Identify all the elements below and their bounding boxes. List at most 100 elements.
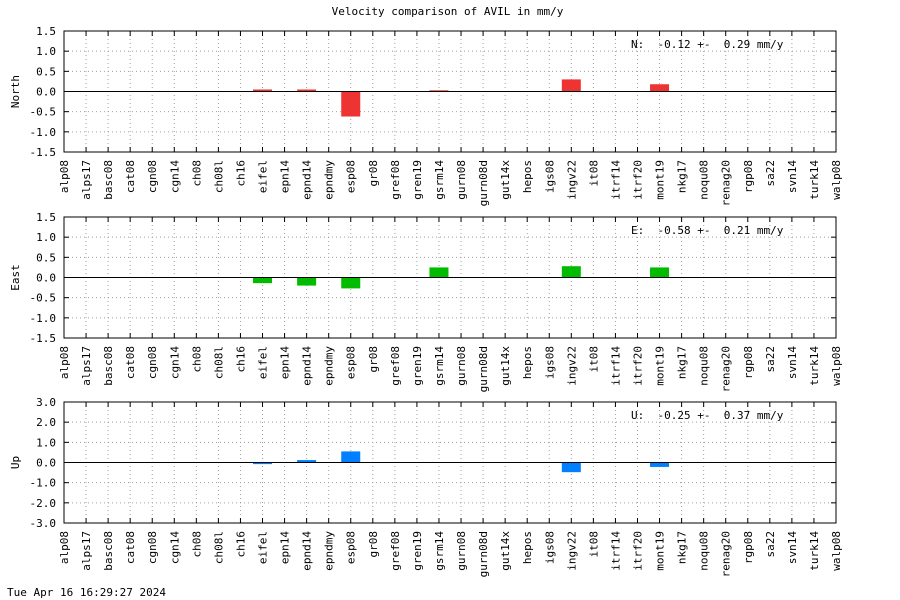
x-tick-label: ingv22 [565, 160, 578, 200]
x-tick-label: noqu08 [698, 346, 711, 386]
x-tick-label: itrf14 [609, 160, 622, 200]
x-tick-label: epndmy [323, 160, 336, 200]
x-tick-label: hepos [521, 160, 534, 193]
x-tick-label: gren19 [411, 531, 424, 571]
y-tick-label: 0.5 [36, 65, 56, 78]
y-tick-label: -0.5 [30, 106, 57, 119]
x-tick-label: gurn08d [477, 160, 490, 206]
x-tick-label: turk14 [808, 346, 821, 386]
x-tick-label: basc08 [102, 346, 115, 386]
stats-annotation: U: -0.25 +- 0.37 mm/y [631, 409, 784, 422]
x-tick-label: gurn08 [455, 160, 468, 200]
x-tick-label: it08 [587, 531, 600, 558]
y-axis-label: East [9, 264, 22, 291]
x-tick-label: epnd14 [301, 531, 314, 571]
x-tick-label: walp08 [830, 346, 843, 386]
x-tick-label: itrf20 [631, 346, 644, 386]
bar-esp08 [341, 91, 361, 117]
x-tick-label: hepos [521, 531, 534, 564]
x-tick-label: gurn08 [455, 531, 468, 571]
bar-mont19 [650, 267, 670, 278]
bar-epnd14 [297, 89, 317, 92]
x-tick-label: ch08 [190, 346, 203, 373]
x-tick-label: sa22 [764, 531, 777, 558]
x-tick-label: renag20 [720, 160, 733, 206]
x-tick-label: esp08 [345, 160, 358, 193]
y-tick-label: -1.0 [30, 312, 57, 325]
x-tick-label: alps17 [80, 160, 93, 200]
x-tick-label: mont19 [654, 531, 667, 571]
y-tick-label: 0.0 [36, 272, 56, 285]
x-tick-label: svn14 [786, 160, 799, 193]
bar-eifel [253, 89, 273, 92]
x-tick-label: renag20 [720, 346, 733, 392]
y-axis-label: Up [9, 456, 22, 469]
x-tick-label: ch16 [234, 531, 247, 558]
x-tick-label: alp08 [58, 346, 71, 379]
x-tick-label: epndmy [323, 531, 336, 571]
x-tick-label: itrf20 [631, 531, 644, 571]
x-tick-label: itrf14 [609, 346, 622, 386]
x-tick-label: gsrm14 [433, 531, 446, 571]
x-tick-label: gurn08 [455, 346, 468, 386]
stats-annotation: E: -0.58 +- 0.21 mm/y [631, 224, 784, 237]
page-title: Velocity comparison of AVIL in mm/y [331, 5, 564, 18]
x-tick-label: eifel [257, 531, 270, 564]
y-tick-label: 1.0 [36, 436, 56, 449]
x-tick-label: basc08 [102, 160, 115, 200]
bar-ingv22 [561, 462, 581, 473]
bar-mont19 [650, 462, 670, 467]
x-tick-label: cgn14 [168, 346, 181, 379]
x-tick-label: hepos [521, 346, 534, 379]
y-tick-label: 0.0 [36, 86, 56, 99]
x-tick-label: basc08 [102, 531, 115, 571]
x-tick-label: cgn08 [146, 346, 159, 379]
x-tick-label: ch16 [234, 346, 247, 373]
y-tick-label: -1.0 [30, 477, 57, 490]
x-tick-label: gref08 [389, 346, 402, 386]
x-tick-label: svn14 [786, 531, 799, 564]
x-tick-label: gr08 [367, 531, 380, 558]
y-tick-label: 0.0 [36, 457, 56, 470]
stats-annotation: N: -0.12 +- 0.29 mm/y [631, 38, 784, 51]
bar-esp08 [341, 451, 361, 463]
y-tick-label: 1.0 [36, 231, 56, 244]
y-tick-label: 1.5 [36, 25, 56, 38]
x-tick-label: alps17 [80, 531, 93, 571]
x-tick-label: igs08 [543, 160, 556, 193]
x-tick-label: alps17 [80, 346, 93, 386]
x-tick-label: epn14 [279, 531, 292, 564]
y-tick-label: 2.0 [36, 416, 56, 429]
y-axis-label: North [9, 75, 22, 108]
x-tick-label: cat08 [124, 531, 137, 564]
x-tick-label: walp08 [830, 160, 843, 200]
x-tick-label: turk14 [808, 160, 821, 200]
x-tick-label: itrf14 [609, 531, 622, 571]
x-tick-label: itrf20 [631, 160, 644, 200]
x-tick-label: epnd14 [301, 346, 314, 386]
x-tick-label: it08 [587, 346, 600, 373]
bar-eifel [253, 277, 273, 284]
x-tick-label: ingv22 [565, 531, 578, 571]
bar-epnd14 [297, 460, 317, 463]
x-tick-label: turk14 [808, 531, 821, 571]
x-tick-label: ch08 [190, 531, 203, 558]
x-tick-label: noqu08 [698, 531, 711, 571]
y-tick-label: -1.5 [30, 332, 57, 345]
bar-mont19 [650, 84, 670, 92]
x-tick-label: alp08 [58, 531, 71, 564]
x-tick-label: rgp08 [742, 346, 755, 379]
x-tick-label: cat08 [124, 346, 137, 379]
x-tick-label: ch08l [212, 346, 225, 379]
y-tick-label: -1.5 [30, 146, 57, 159]
bar-eifel [253, 462, 273, 465]
x-tick-label: esp08 [345, 531, 358, 564]
bar-ingv22 [561, 79, 581, 92]
timestamp: Tue Apr 16 16:29:27 2024 [7, 586, 166, 599]
x-tick-label: cgn08 [146, 160, 159, 193]
y-tick-label: 3.0 [36, 396, 56, 409]
x-tick-label: ch08l [212, 160, 225, 193]
x-tick-label: ch08 [190, 160, 203, 187]
x-tick-label: ch16 [234, 160, 247, 187]
x-tick-label: gref08 [389, 531, 402, 571]
